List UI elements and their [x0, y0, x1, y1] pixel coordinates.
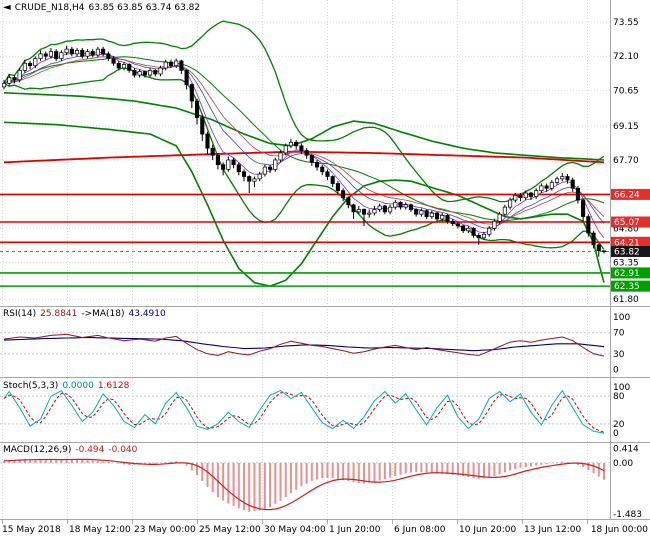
svg-text:15 May 2018: 15 May 2018: [2, 525, 61, 535]
svg-text:6 Jun 08:00: 6 Jun 08:00: [394, 525, 446, 535]
svg-text:67.70: 67.70: [613, 156, 639, 166]
svg-text:23 May 00:00: 23 May 00:00: [134, 525, 196, 535]
svg-text:10 Jun 20:00: 10 Jun 20:00: [459, 525, 516, 535]
svg-text:64.21: 64.21: [614, 238, 640, 248]
svg-text:30 May 04:00: 30 May 04:00: [264, 525, 326, 535]
svg-text:63.35: 63.35: [613, 259, 639, 269]
svg-text:72.10: 72.10: [613, 52, 639, 62]
svg-text:-1.483: -1.483: [613, 510, 642, 520]
candles: [1, 45, 607, 257]
svg-text:64.80: 64.80: [613, 224, 639, 234]
svg-text:62.91: 62.91: [614, 269, 640, 279]
svg-text:70.65: 70.65: [613, 86, 639, 96]
svg-text:0.414: 0.414: [613, 445, 639, 455]
svg-text:18 Jun 00:00: 18 Jun 00:00: [591, 525, 648, 535]
svg-text:100: 100: [613, 383, 630, 393]
svg-text:20: 20: [613, 420, 625, 430]
svg-text:1 Jun 20:00: 1 Jun 20:00: [329, 525, 381, 535]
svg-text:0: 0: [613, 366, 619, 376]
svg-text:100: 100: [613, 313, 630, 323]
svg-text:13 Jun 12:00: 13 Jun 12:00: [524, 525, 581, 535]
svg-text:0: 0: [613, 429, 619, 439]
svg-text:18 May 12:00: 18 May 12:00: [69, 525, 131, 535]
macd-histogram: [3, 458, 605, 512]
svg-text:63.82: 63.82: [614, 247, 640, 257]
svg-text:62.35: 62.35: [614, 282, 640, 292]
svg-text:66.24: 66.24: [614, 190, 640, 200]
svg-text:80: 80: [613, 392, 625, 402]
svg-text:73.55: 73.55: [613, 18, 639, 28]
svg-text:65.07: 65.07: [614, 218, 640, 228]
svg-text:30: 30: [613, 350, 625, 360]
svg-text:25 May 12:00: 25 May 12:00: [199, 525, 261, 535]
svg-text:69.15: 69.15: [613, 122, 639, 132]
svg-text:70: 70: [613, 329, 625, 339]
svg-text:61.80: 61.80: [613, 295, 639, 305]
svg-text:0.00: 0.00: [613, 459, 633, 469]
